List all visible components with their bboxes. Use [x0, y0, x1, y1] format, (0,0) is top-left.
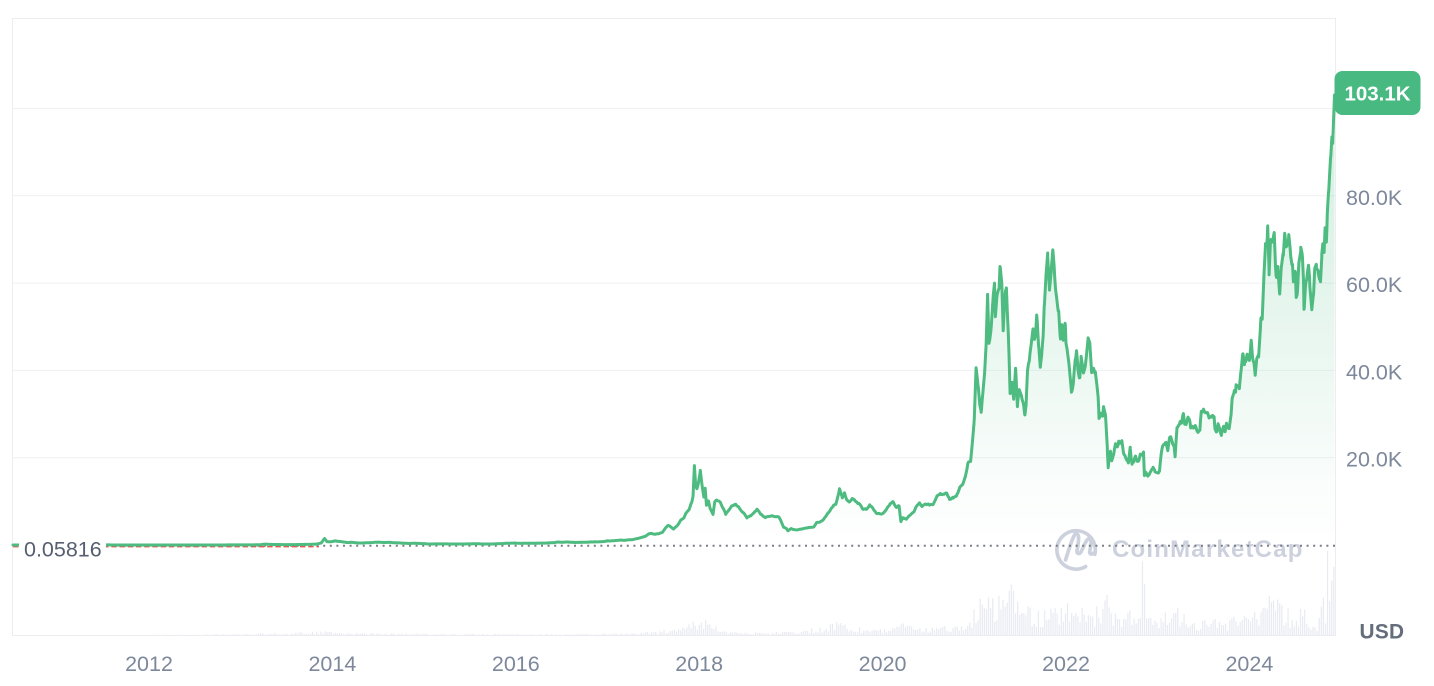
svg-text:20.0K: 20.0K	[1346, 448, 1403, 472]
svg-text:2020: 2020	[859, 652, 907, 676]
svg-text:2014: 2014	[308, 652, 356, 676]
svg-text:USD: USD	[1360, 621, 1405, 644]
svg-text:2012: 2012	[125, 652, 173, 676]
svg-text:60.0K: 60.0K	[1346, 273, 1403, 297]
svg-text:0.05816: 0.05816	[24, 538, 102, 562]
svg-text:80.0K: 80.0K	[1346, 186, 1403, 210]
svg-text:2018: 2018	[675, 652, 723, 676]
svg-text:40.0K: 40.0K	[1346, 360, 1403, 384]
svg-text:2016: 2016	[492, 652, 540, 676]
svg-text:2024: 2024	[1225, 652, 1273, 676]
svg-text:103.1K: 103.1K	[1344, 83, 1410, 106]
svg-text:CoinMarketCap: CoinMarketCap	[1112, 536, 1304, 563]
svg-text:2022: 2022	[1042, 652, 1090, 676]
